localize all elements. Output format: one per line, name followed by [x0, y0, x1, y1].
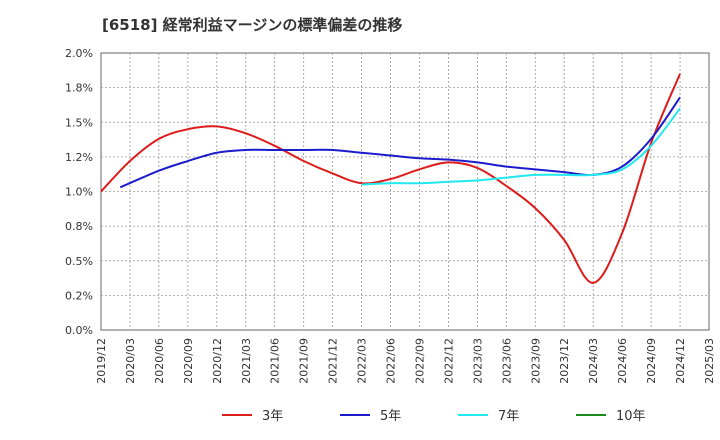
x-tick-label: 2021/06: [269, 338, 282, 384]
y-tick-label: 1.0%: [65, 186, 93, 199]
chart-title: [6518] 経常利益マージンの標準偏差の推移: [102, 16, 402, 34]
legend-label-3: 10年: [616, 409, 646, 424]
x-tick-label: 2024/06: [616, 338, 629, 384]
x-tick-label: 2022/09: [413, 338, 426, 384]
x-tick-label: 2023/12: [558, 338, 571, 384]
x-axis-ticks: 2019/12 2020/03 2020/06 2020/09 2020/12 2021/…: [95, 338, 716, 384]
y-tick-label: 0.8%: [65, 220, 93, 233]
x-tick-label: 2024/12: [674, 338, 687, 384]
x-tick-label: 2020/03: [124, 338, 137, 384]
x-tick-label: 2024/09: [645, 338, 658, 384]
y-axis-ticks: 0.0% 0.2% 0.5% 0.8% 1.0% 1.2% 1.5% 1.8% 2.0%: [65, 47, 93, 337]
y-tick-label: 0.2%: [65, 289, 93, 302]
y-tick-label: 0.5%: [65, 255, 93, 268]
x-tick-label: 2022/03: [356, 338, 369, 384]
x-tick-label: 2023/09: [529, 338, 542, 384]
series-line-2: [361, 107, 681, 186]
legend-label-1: 5年: [380, 409, 401, 424]
x-tick-label: 2019/12: [95, 338, 108, 384]
x-tick-label: 2022/06: [385, 338, 398, 384]
x-tick-label: 2024/03: [587, 338, 600, 384]
y-tick-label: 2.0%: [65, 47, 93, 60]
x-tick-label: 2020/06: [153, 338, 166, 384]
series-lines: [100, 73, 681, 284]
x-tick-label: 2021/03: [240, 338, 253, 384]
x-tick-label: 2025/03: [703, 338, 716, 384]
x-tick-label: 2023/03: [471, 338, 484, 384]
x-tick-label: 2022/12: [442, 338, 455, 384]
legend-label-2: 7年: [498, 409, 519, 424]
x-tick-label: 2021/09: [298, 338, 311, 384]
y-tick-label: 1.5%: [65, 116, 93, 129]
legend: 3年 5年 7年 10年: [222, 409, 646, 424]
series-line-0: [100, 73, 681, 284]
y-tick-label: 1.2%: [65, 151, 93, 164]
legend-label-0: 3年: [262, 409, 283, 424]
grid: [101, 53, 709, 330]
x-tick-label: 2020/12: [211, 338, 224, 384]
y-tick-label: 0.0%: [65, 324, 93, 337]
x-tick-label: 2021/12: [327, 338, 340, 384]
x-tick-label: 2020/09: [182, 338, 195, 384]
x-tick-label: 2023/06: [500, 338, 513, 384]
y-tick-label: 1.8%: [65, 82, 93, 95]
